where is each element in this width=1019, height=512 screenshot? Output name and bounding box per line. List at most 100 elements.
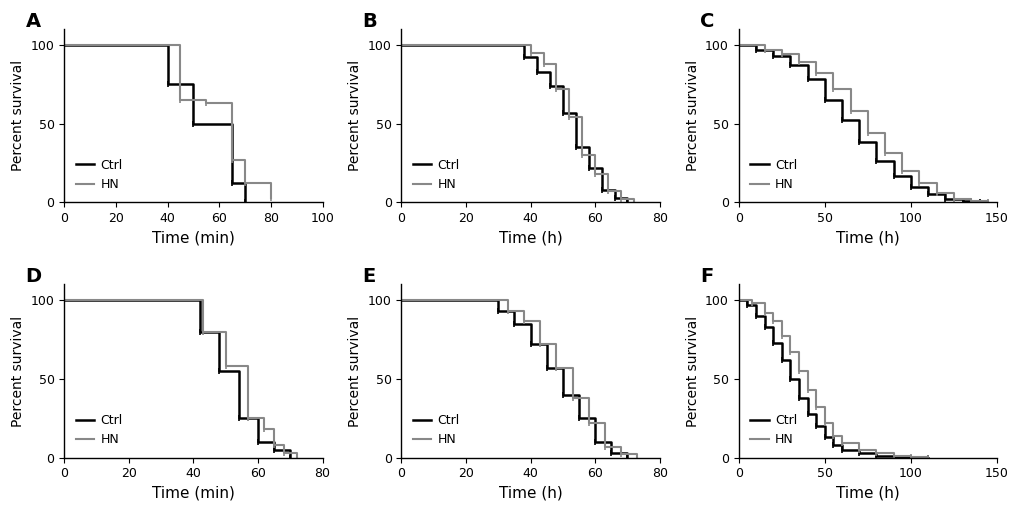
HN	[947, 196, 959, 202]
Ctrl	[904, 455, 916, 461]
HN	[524, 50, 536, 56]
HN	[896, 168, 908, 174]
Ctrl	[749, 313, 761, 319]
Legend: Ctrl, HN: Ctrl, HN	[70, 409, 127, 452]
Line: Ctrl: Ctrl	[401, 300, 627, 458]
Ctrl	[232, 415, 245, 421]
Ctrl	[774, 357, 787, 363]
Ctrl	[921, 191, 933, 198]
HN	[258, 426, 270, 432]
HN	[290, 455, 303, 461]
Ctrl	[213, 368, 225, 374]
Line: HN: HN	[401, 300, 637, 458]
Ctrl	[766, 339, 779, 346]
HN	[550, 365, 562, 371]
HN	[627, 199, 639, 205]
Ctrl	[818, 434, 830, 440]
Legend: Ctrl, HN: Ctrl, HN	[408, 409, 465, 452]
Line: HN: HN	[64, 300, 297, 458]
Ctrl	[835, 117, 847, 123]
Ctrl	[869, 453, 881, 459]
Y-axis label: Percent survival: Percent survival	[685, 315, 699, 426]
Y-axis label: Percent survival: Percent survival	[348, 60, 362, 171]
X-axis label: Time (h): Time (h)	[498, 486, 561, 501]
Ctrl	[161, 81, 173, 87]
Ctrl	[543, 82, 555, 89]
HN	[981, 199, 994, 205]
Ctrl	[238, 199, 251, 205]
HN	[268, 442, 280, 448]
HN	[792, 368, 804, 374]
Ctrl	[758, 324, 770, 330]
Ctrl	[938, 196, 951, 202]
Ctrl	[595, 187, 607, 193]
HN	[242, 415, 254, 421]
HN	[562, 114, 575, 120]
HN	[774, 333, 787, 339]
Ctrl	[826, 442, 839, 448]
Text: F: F	[699, 267, 712, 286]
HN	[826, 433, 839, 439]
HN	[395, 41, 408, 48]
Text: D: D	[25, 267, 42, 286]
Ctrl	[607, 195, 620, 201]
HN	[566, 395, 578, 401]
HN	[598, 443, 610, 450]
Text: B: B	[363, 12, 377, 31]
Ctrl	[556, 110, 569, 116]
Ctrl	[732, 41, 744, 48]
Y-axis label: Percent survival: Percent survival	[11, 60, 25, 171]
Ctrl	[956, 198, 968, 204]
Ctrl	[818, 97, 830, 103]
Y-axis label: Percent survival: Percent survival	[685, 60, 699, 171]
HN	[277, 450, 289, 456]
Ctrl	[784, 62, 796, 68]
Ctrl	[226, 180, 238, 186]
X-axis label: Time (h): Time (h)	[836, 230, 899, 246]
HN	[912, 180, 924, 186]
Line: HN: HN	[401, 45, 633, 202]
HN	[878, 151, 891, 157]
HN	[501, 308, 514, 314]
Line: Ctrl: Ctrl	[64, 300, 290, 458]
HN	[58, 297, 70, 303]
HN	[818, 420, 830, 426]
Legend: Ctrl, HN: Ctrl, HN	[70, 154, 127, 196]
HN	[809, 70, 821, 76]
HN	[219, 363, 231, 369]
HN	[576, 152, 588, 158]
HN	[964, 198, 976, 204]
HN	[801, 387, 813, 393]
HN	[631, 455, 643, 461]
Ctrl	[784, 376, 796, 382]
Y-axis label: Percent survival: Percent survival	[11, 315, 25, 426]
HN	[852, 446, 864, 453]
Line: Ctrl: Ctrl	[738, 45, 979, 202]
Line: HN: HN	[64, 45, 271, 198]
HN	[226, 157, 238, 163]
Ctrl	[531, 69, 543, 75]
HN	[174, 97, 186, 103]
Ctrl	[58, 297, 70, 303]
Ctrl	[869, 158, 881, 164]
X-axis label: Time (min): Time (min)	[152, 486, 234, 501]
Ctrl	[540, 365, 552, 371]
Line: Ctrl: Ctrl	[738, 300, 927, 458]
Ctrl	[604, 450, 616, 456]
Text: A: A	[25, 12, 41, 31]
HN	[746, 300, 758, 306]
HN	[550, 86, 562, 92]
Line: HN: HN	[738, 45, 987, 202]
Ctrl	[741, 302, 753, 308]
Ctrl	[570, 144, 582, 150]
Ctrl	[395, 297, 408, 303]
Ctrl	[809, 423, 821, 429]
HN	[197, 329, 209, 335]
HN	[200, 100, 212, 106]
Ctrl	[573, 415, 585, 421]
HN	[265, 195, 277, 201]
Ctrl	[395, 41, 408, 48]
HN	[792, 59, 804, 65]
HN	[766, 317, 779, 324]
Ctrl	[887, 173, 899, 179]
